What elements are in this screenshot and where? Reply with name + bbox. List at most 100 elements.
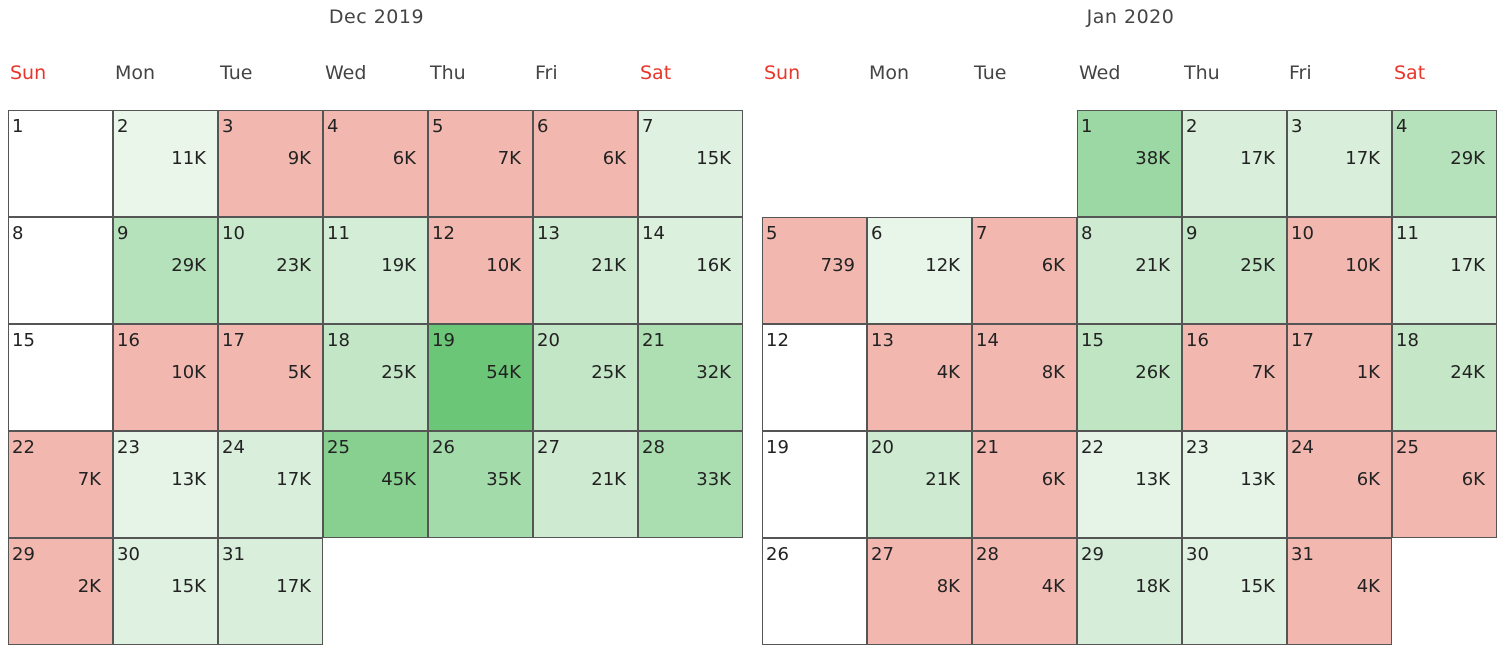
day-value-label: 7K: [497, 148, 521, 169]
calendar-day-cell: 13 21K: [533, 217, 638, 324]
day-number: 19: [432, 330, 455, 351]
calendar-day-cell: 21 6K: [972, 431, 1077, 538]
day-number: 1: [1081, 116, 1093, 137]
calendar-day-cell: 1: [8, 110, 113, 217]
day-number: 7: [642, 116, 654, 137]
day-value-label: 10K: [486, 255, 521, 276]
day-number: 21: [642, 330, 665, 351]
calendar-day-cell: 11 19K: [323, 217, 428, 324]
day-value-label: 11K: [171, 148, 206, 169]
day-number: 3: [1291, 116, 1303, 137]
day-value-label: 8K: [936, 576, 960, 597]
day-number: 21: [976, 437, 999, 458]
day-value-label: 4K: [936, 362, 960, 383]
weekday-label-sun: Sun: [10, 62, 47, 84]
calendar-day-cell: 29 18K: [1077, 538, 1182, 645]
day-value-label: 17K: [1450, 255, 1485, 276]
calendar-day-cell: 13 4K: [867, 324, 972, 431]
day-number: 17: [222, 330, 245, 351]
calendar-day-cell: 18 24K: [1392, 324, 1497, 431]
weekday-label-fri: Fri: [1289, 62, 1312, 84]
day-number: 7: [976, 223, 988, 244]
day-number: 19: [766, 437, 789, 458]
day-number: 16: [1186, 330, 1209, 351]
day-value-label: 12K: [925, 255, 960, 276]
weekday-label-thu: Thu: [430, 62, 466, 84]
day-number: 16: [117, 330, 140, 351]
day-number: 11: [327, 223, 350, 244]
calendar-day-cell: 8: [8, 217, 113, 324]
weekday-header-row: Sun Mon Tue Wed Thu Fri Sat: [762, 62, 1499, 90]
weekday-label-tue: Tue: [220, 62, 253, 84]
day-number: 8: [12, 223, 24, 244]
day-number: 23: [117, 437, 140, 458]
day-number: 15: [12, 330, 35, 351]
weekday-label-sun: Sun: [764, 62, 801, 84]
day-value-label: 17K: [276, 469, 311, 490]
weekday-header-row: Sun Mon Tue Wed Thu Fri Sat: [8, 62, 745, 90]
calendar-day-cell: 22 13K: [1077, 431, 1182, 538]
day-value-label: 6K: [1041, 469, 1065, 490]
calendar-day-cell: 30 15K: [113, 538, 218, 645]
calendar-day-cell: 9 25K: [1182, 217, 1287, 324]
day-number: 1: [12, 116, 24, 137]
calendar-day-cell: 20 25K: [533, 324, 638, 431]
day-number: 17: [1291, 330, 1314, 351]
calendar-day-cell: 19 54K: [428, 324, 533, 431]
day-value-label: 7K: [1251, 362, 1275, 383]
calendar-day-cell: 27 8K: [867, 538, 972, 645]
calendar-day-cell: 24 6K: [1287, 431, 1392, 538]
day-number: 5: [432, 116, 444, 137]
day-value-label: 1K: [1356, 362, 1380, 383]
day-value-label: 6K: [1041, 255, 1065, 276]
calendar-day-cell: 18 25K: [323, 324, 428, 431]
day-number: 13: [871, 330, 894, 351]
calendar-day-cell: 6 12K: [867, 217, 972, 324]
day-value-label: 9K: [287, 148, 311, 169]
day-number: 25: [1396, 437, 1419, 458]
day-number: 12: [766, 330, 789, 351]
day-value-label: 24K: [1450, 362, 1485, 383]
calendar-day-cell: 27 21K: [533, 431, 638, 538]
day-value-label: 17K: [1345, 148, 1380, 169]
day-value-label: 35K: [486, 469, 521, 490]
day-number: 13: [537, 223, 560, 244]
day-value-label: 5K: [287, 362, 311, 383]
calendar-day-cell: 15 26K: [1077, 324, 1182, 431]
day-value-label: 13K: [1135, 469, 1170, 490]
calendar-day-cell: 24 17K: [218, 431, 323, 538]
calendar-day-cell: 31 4K: [1287, 538, 1392, 645]
calendar-day-cell: 10 10K: [1287, 217, 1392, 324]
calendar-day-cell: 7 6K: [972, 217, 1077, 324]
day-number: 2: [1186, 116, 1198, 137]
weekday-label-wed: Wed: [1079, 62, 1121, 84]
day-number: 30: [117, 544, 140, 565]
day-number: 31: [222, 544, 245, 565]
month-title: Dec 2019: [328, 6, 425, 28]
calendar-day-cell: 16 7K: [1182, 324, 1287, 431]
weekday-label-mon: Mon: [115, 62, 156, 84]
day-number: 18: [1396, 330, 1419, 351]
day-number: 4: [327, 116, 339, 137]
day-value-label: 13K: [171, 469, 206, 490]
day-value-label: 16K: [696, 255, 731, 276]
day-value-label: 15K: [696, 148, 731, 169]
day-value-label: 29K: [171, 255, 206, 276]
day-value-label: 21K: [591, 469, 626, 490]
day-value-label: 4K: [1356, 576, 1380, 597]
day-number: 26: [766, 544, 789, 565]
calendar-day-cell: 28 33K: [638, 431, 743, 538]
day-value-label: 6K: [392, 148, 416, 169]
day-value-label: 15K: [1240, 576, 1275, 597]
day-value-label: 2K: [77, 576, 101, 597]
calendar-day-cell: 5 7K: [428, 110, 533, 217]
day-number: 29: [1081, 544, 1104, 565]
calendar-day-cell: 23 13K: [113, 431, 218, 538]
day-number: 28: [976, 544, 999, 565]
day-value-label: 26K: [1135, 362, 1170, 383]
day-value-label: 10K: [171, 362, 206, 383]
weekday-label-thu: Thu: [1184, 62, 1220, 84]
calendar-day-cell: 2 11K: [113, 110, 218, 217]
day-value-label: 18K: [1135, 576, 1170, 597]
